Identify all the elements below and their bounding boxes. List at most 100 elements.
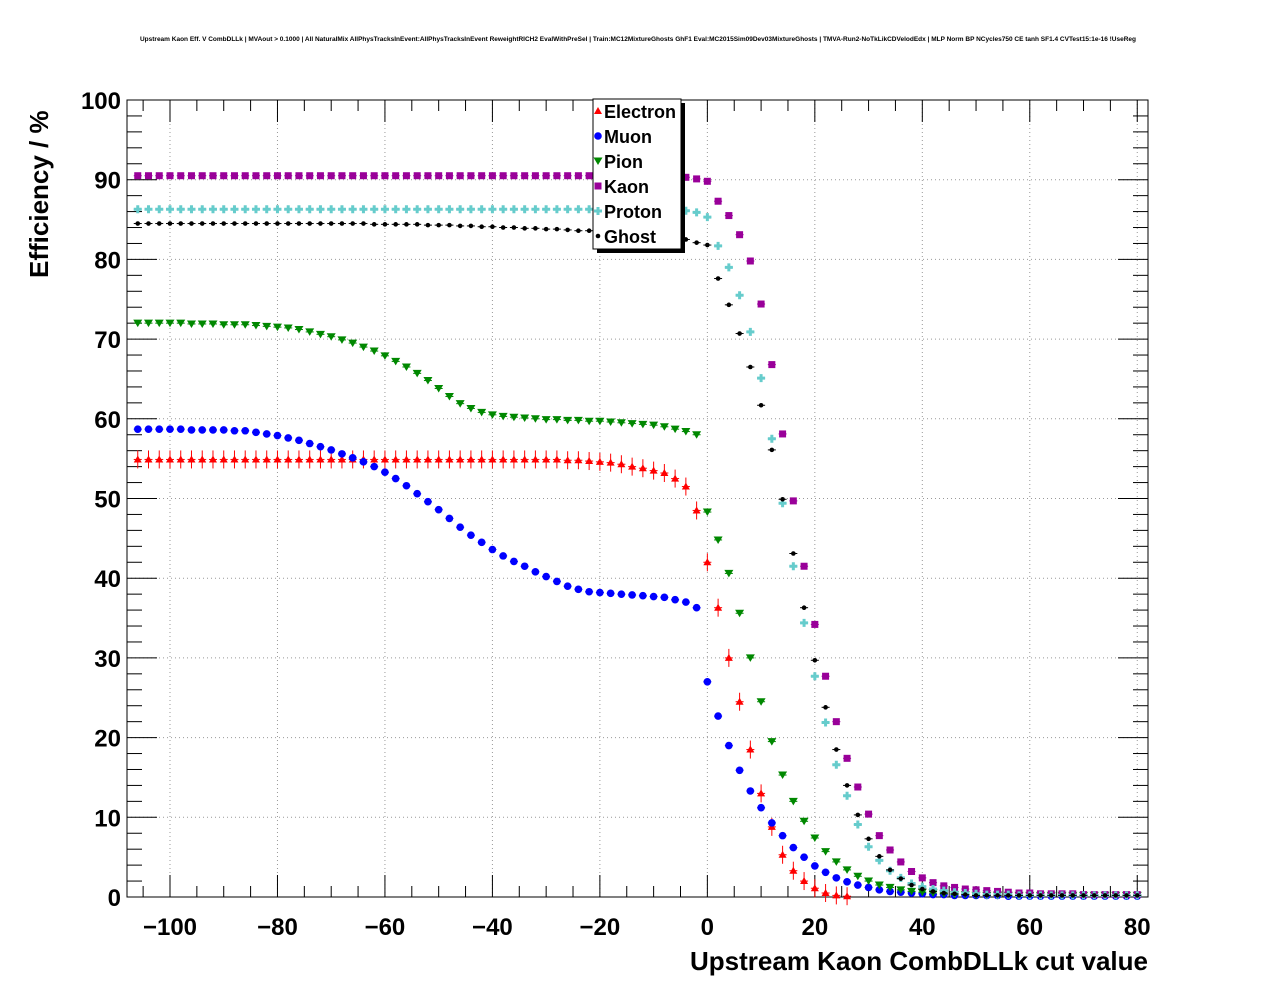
data-point	[832, 718, 840, 726]
data-point	[799, 817, 809, 826]
data-point	[154, 319, 164, 328]
data-point	[1048, 893, 1054, 898]
data-point	[628, 591, 636, 599]
data-point	[186, 320, 196, 328]
data-point	[402, 205, 411, 214]
data-point	[220, 172, 228, 180]
data-point	[574, 172, 582, 180]
data-point	[875, 886, 884, 894]
data-point	[219, 205, 228, 214]
data-point	[1027, 893, 1033, 898]
data-point	[940, 882, 948, 890]
data-point	[187, 172, 195, 180]
data-point	[133, 205, 142, 214]
data-point	[714, 603, 723, 611]
data-point	[649, 592, 658, 601]
legend-entry-muon: Muon	[594, 127, 652, 147]
data-point	[155, 205, 164, 214]
data-point	[391, 455, 400, 463]
data-point	[402, 172, 410, 180]
data-point	[768, 361, 776, 369]
data-point	[134, 172, 142, 180]
data-point	[543, 226, 549, 232]
series-ghost	[133, 221, 1142, 898]
data-point	[885, 883, 895, 892]
data-point	[800, 853, 808, 861]
legend-entry-proton: Proton	[594, 202, 662, 222]
data-point	[490, 224, 495, 230]
legend-label: Electron	[604, 102, 676, 122]
data-point	[370, 205, 379, 214]
data-point	[737, 331, 742, 336]
data-point	[296, 221, 302, 226]
data-point	[875, 856, 884, 865]
data-point	[178, 221, 184, 226]
data-point	[511, 225, 517, 230]
data-point	[221, 221, 227, 226]
data-point	[316, 205, 325, 214]
data-point	[359, 205, 368, 214]
legend-marker	[594, 207, 602, 215]
data-point	[155, 172, 163, 180]
data-point	[391, 474, 400, 483]
data-point	[520, 414, 530, 423]
data-point	[617, 460, 626, 468]
data-point	[843, 791, 852, 800]
data-point	[843, 878, 851, 886]
data-point	[1091, 893, 1097, 898]
legend-entry-ghost: Ghost	[595, 227, 656, 247]
data-point	[166, 425, 174, 433]
data-point	[294, 205, 303, 214]
y-tick-label: 50	[94, 487, 121, 514]
data-point	[273, 455, 282, 463]
data-point	[479, 224, 484, 230]
data-point	[639, 591, 647, 600]
data-point	[295, 172, 303, 180]
data-point	[133, 319, 143, 328]
x-tick-labels: −100 −80 −60 −40 −20 0 20 40 60 80	[143, 914, 1151, 941]
data-point	[273, 205, 282, 214]
data-point	[468, 223, 474, 229]
data-point	[219, 426, 228, 434]
data-point	[445, 514, 454, 523]
data-point	[573, 416, 583, 425]
data-point	[242, 221, 248, 226]
y-tick-label: 0	[108, 885, 121, 912]
data-point	[769, 447, 775, 453]
data-point	[531, 455, 540, 463]
data-point	[146, 221, 151, 226]
data-point	[951, 883, 959, 891]
data-point	[939, 886, 948, 895]
data-point	[230, 172, 238, 180]
legend-marker	[594, 182, 602, 190]
data-point	[746, 745, 755, 753]
data-point	[477, 455, 486, 463]
data-point	[338, 450, 346, 458]
data-point	[412, 369, 422, 378]
data-point	[791, 551, 796, 556]
data-point	[917, 888, 927, 897]
legend-marker	[594, 107, 602, 114]
data-point	[327, 446, 336, 454]
data-point	[681, 482, 690, 490]
legend-label: Proton	[604, 202, 662, 222]
data-point	[509, 455, 518, 463]
data-point	[692, 603, 701, 612]
legend-box	[592, 98, 682, 250]
data-point	[382, 222, 388, 227]
data-point	[617, 590, 626, 598]
data-point	[327, 455, 336, 463]
data-point	[144, 455, 153, 463]
data-point	[834, 747, 839, 752]
data-point	[241, 455, 250, 463]
data-point	[875, 832, 883, 840]
data-point	[326, 333, 336, 341]
data-point	[574, 456, 583, 464]
data-point	[1134, 893, 1140, 898]
data-point	[434, 385, 444, 393]
data-point	[198, 205, 207, 214]
data-point	[424, 497, 432, 506]
data-point	[187, 426, 196, 434]
data-point	[768, 819, 776, 827]
data-point	[735, 609, 745, 618]
